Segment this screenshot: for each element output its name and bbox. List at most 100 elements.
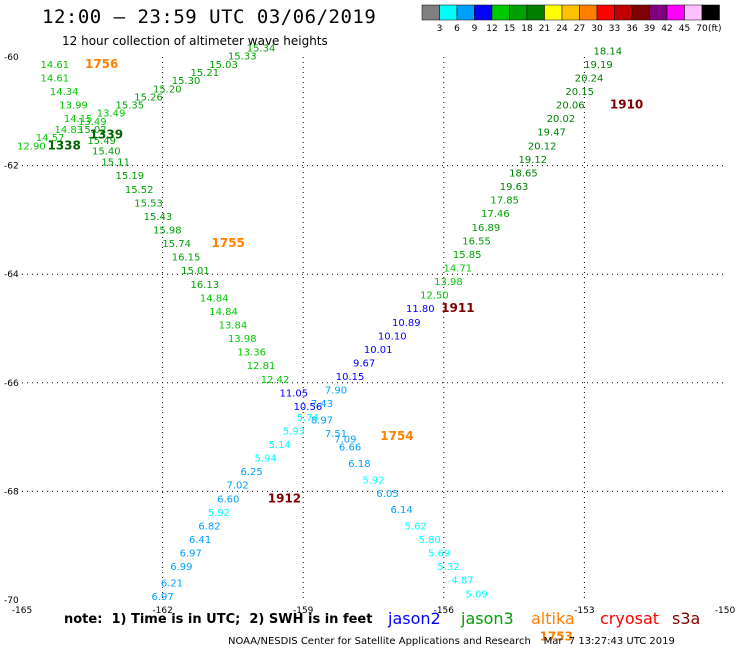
colorbar-tick-label: 9: [472, 24, 478, 34]
colorbar-swatch: [561, 4, 580, 21]
colorbar-tick-label: 18: [521, 24, 533, 34]
colorbar-tick-label: 39: [644, 24, 656, 34]
wave-height-value: 16.13: [190, 280, 219, 291]
wave-height-value: 5.80: [419, 535, 441, 546]
wave-height-value: 5.32: [437, 562, 459, 573]
wave-height-value: 14.71: [444, 263, 473, 274]
color-scale-bar: 3 6 9 12 15 18 21 24 27 30 33 36 39 42 45 70 (ft): [421, 4, 722, 34]
wave-height-value: 13.49: [97, 109, 126, 120]
wave-height-value: 12.90: [17, 141, 46, 152]
wave-height-value: 15.21: [190, 68, 219, 79]
colorbar-swatch: [421, 4, 440, 21]
wave-height-value: 5.14: [269, 440, 291, 451]
wave-height-value: 7.43: [311, 399, 333, 410]
wave-height-value: 16.15: [172, 253, 201, 264]
pass-time-label: 1753: [540, 630, 573, 644]
pass-time-labels: 1756 1338 1339 1755 1754 1753 1909 1910 1911 1912: [47, 0, 704, 644]
wave-height-value: 15.30: [172, 76, 201, 87]
wave-height-value: 13.49: [78, 117, 107, 128]
wave-height-value: 7.90: [325, 386, 347, 397]
wave-height-value: 13.36: [237, 348, 266, 359]
colorbar-tick-label: 6: [454, 24, 460, 34]
y-tick-label: -66: [4, 379, 19, 389]
wave-height-value: 19.19: [584, 60, 613, 71]
satellite-legend-jason3: jason3: [461, 609, 514, 628]
wave-height-value: 13.84: [219, 321, 248, 332]
wave-height-value: 5.69: [428, 549, 450, 560]
wave-height-value: 15.02: [78, 125, 107, 136]
wave-height-value: 13.98: [434, 277, 463, 288]
wave-height-value: 11.05: [280, 388, 309, 399]
chart-grid: [22, 57, 725, 600]
chart-axes: -165 -162 -159 -156 -153 -150 -60 -62 -64 -66 -68 -…: [4, 53, 735, 616]
wave-height-value: 5.09: [465, 589, 487, 600]
wave-height-value: 6.41: [189, 535, 211, 546]
wave-height-value: 7.51: [325, 429, 347, 440]
wave-height-value: 10.15: [336, 372, 365, 383]
colorbar-tick-label: 27: [574, 24, 585, 34]
wave-height-value: 12.50: [420, 291, 449, 302]
wave-height-value: 8.97: [311, 416, 333, 427]
x-tick-label: -159: [293, 606, 314, 616]
wave-height-value: 14.84: [200, 293, 229, 304]
colorbar-swatch: [456, 4, 475, 21]
wave-height-value: 10.56: [294, 402, 323, 413]
pass-time-label: 1912: [268, 491, 301, 505]
wave-height-value: 20.24: [575, 73, 604, 84]
colorbar-unit: (ft): [708, 24, 722, 34]
satellite-legend-s3a: s3a: [672, 609, 701, 628]
colorbar-swatch: [684, 4, 703, 21]
colorbar-swatch: [439, 4, 458, 21]
colorbar-swatch: [649, 4, 668, 21]
wave-height-value: 15.03: [209, 60, 238, 71]
pass-time-label: 1911: [441, 301, 474, 315]
y-tick-label: -60: [4, 53, 19, 63]
y-tick-label: -68: [4, 487, 19, 497]
wave-height-value: 16.89: [472, 223, 501, 234]
wave-height-value: 15.74: [162, 239, 191, 250]
colorbar-tick-label: 42: [661, 24, 672, 34]
wave-height-value: 20.06: [556, 101, 585, 112]
wave-height-value: 17.46: [481, 209, 510, 220]
colorbar-swatch: [596, 4, 615, 21]
wave-height-value: 15.98: [153, 225, 182, 236]
wave-height-value: 15.53: [134, 198, 163, 209]
wave-height-value: 18.14: [594, 46, 623, 57]
wave-height-value: 19.12: [519, 155, 548, 166]
y-tick-label: -62: [4, 162, 19, 172]
wave-height-value: 20.15: [565, 87, 594, 98]
wave-height-value: 10.01: [364, 345, 393, 356]
wave-height-value: 15.19: [115, 171, 144, 182]
x-tick-label: -153: [574, 606, 594, 616]
wave-height-value: 15.52: [125, 185, 154, 196]
page-title: 12:00 – 23:59 UTC 03/06/2019: [42, 6, 377, 28]
wave-height-value: 14.57: [36, 133, 65, 144]
wave-height-value: 15.01: [181, 266, 210, 277]
wave-height-value: 17.85: [490, 196, 519, 207]
wave-height-labels: 14.61 14.61 14.34 13.99 14.1515.0215.4915.40…: [17, 44, 622, 603]
y-tick-label: -64: [4, 270, 19, 280]
pass-time-label: 1338: [47, 138, 80, 152]
wave-height-value: 4.87: [451, 576, 473, 587]
colorbar-swatch: [509, 4, 528, 21]
wave-height-value: 5.62: [405, 521, 427, 532]
wave-height-value: 14.83: [55, 125, 84, 136]
wave-height-value: 15.40: [92, 147, 121, 158]
wave-height-value: 19.63: [500, 182, 529, 193]
wave-height-value: 14.61: [40, 73, 69, 84]
wave-height-value: 14.34: [50, 87, 79, 98]
wave-height-value: 5.92: [208, 508, 230, 519]
wave-height-value: 6.05: [376, 489, 398, 500]
colorbar-tick-label: 21: [539, 24, 550, 34]
wave-height-value: 14.61: [40, 60, 69, 71]
wave-height-value: 11.80: [406, 304, 435, 315]
x-tick-label: -156: [434, 606, 455, 616]
wave-height-value: 9.67: [353, 359, 375, 370]
wave-height-value: 6.14: [390, 505, 412, 516]
wave-height-value: 7.02: [226, 481, 248, 492]
wave-height-value: 15.49: [87, 136, 116, 147]
wave-height-value: 15.85: [453, 250, 482, 261]
wave-height-value: 15.20: [153, 84, 182, 95]
wave-height-value: 6.25: [241, 467, 263, 478]
y-tick-label: -70: [4, 596, 19, 606]
